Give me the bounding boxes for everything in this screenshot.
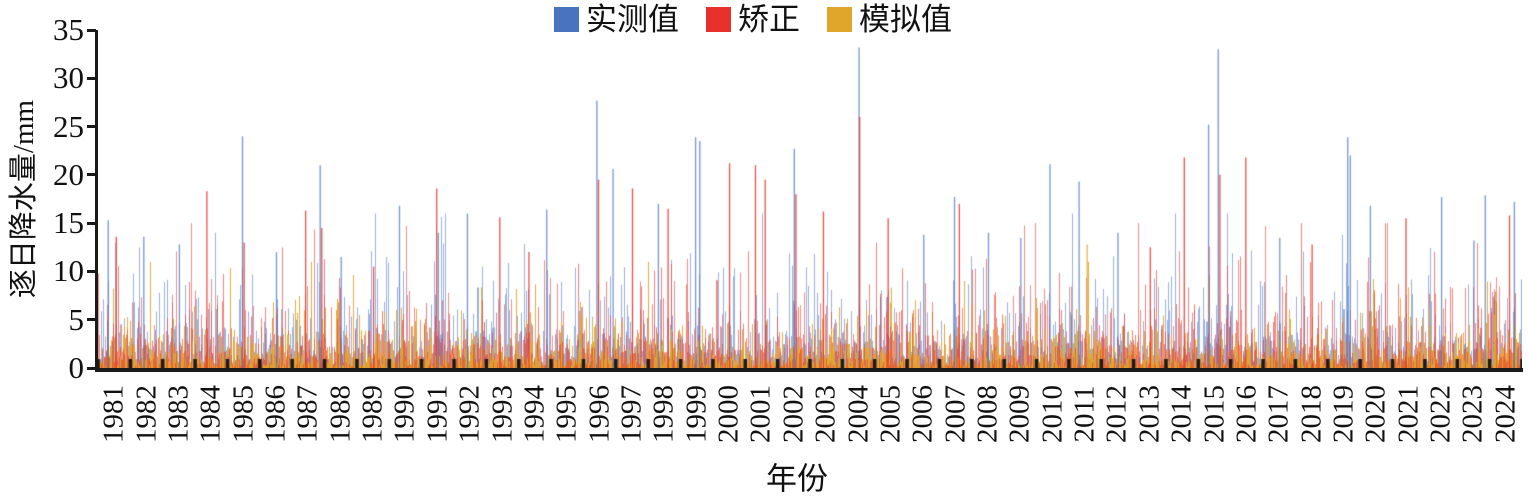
x-year-label-1983: 1983 — [162, 385, 195, 443]
y-tick-5 — [87, 318, 96, 322]
x-year-label-1985: 1985 — [227, 385, 260, 443]
y-tick-15 — [87, 221, 96, 225]
chart-legend: 实测值 矫正 模拟值 — [554, 4, 952, 35]
x-year-label-2003: 2003 — [809, 385, 842, 443]
x-year-label-1982: 1982 — [130, 385, 163, 443]
x-year-label-1995: 1995 — [550, 385, 583, 443]
y-tick-label-15: 15 — [53, 205, 84, 241]
x-year-label-1988: 1988 — [324, 385, 357, 443]
x-year-label-2022: 2022 — [1424, 385, 1457, 443]
x-year-label-1991: 1991 — [421, 385, 454, 443]
y-tick-0 — [87, 366, 96, 370]
y-axis-line — [95, 30, 98, 372]
y-tick-30 — [87, 76, 96, 80]
y-tick-25 — [87, 125, 96, 129]
x-year-label-2005: 2005 — [874, 385, 907, 443]
precipitation-spike-plot — [98, 30, 1522, 368]
x-year-label-2024: 2024 — [1489, 385, 1522, 443]
x-year-label-2010: 2010 — [1036, 385, 1069, 443]
x-year-label-2008: 2008 — [971, 385, 1004, 443]
x-year-label-1986: 1986 — [259, 385, 292, 443]
y-tick-label-0: 0 — [68, 350, 85, 385]
x-year-label-1987: 1987 — [291, 385, 324, 443]
x-year-label-1998: 1998 — [647, 385, 680, 443]
x-year-label-2015: 2015 — [1198, 385, 1231, 443]
observed-swatch-icon — [554, 7, 579, 32]
legend-label-corrected: 矫正 — [738, 2, 800, 37]
y-tick-label-25: 25 — [53, 108, 84, 144]
x-year-label-2002: 2002 — [777, 385, 810, 443]
x-year-label-2013: 2013 — [1133, 385, 1166, 443]
x-year-label-1990: 1990 — [388, 385, 421, 443]
x-axis-line — [95, 368, 1523, 372]
legend-label-observed: 实测值 — [586, 2, 679, 37]
x-year-label-2001: 2001 — [744, 385, 777, 443]
x-year-label-2004: 2004 — [842, 385, 875, 443]
x-year-label-1984: 1984 — [194, 385, 227, 443]
x-year-label-2017: 2017 — [1262, 385, 1295, 443]
y-tick-10 — [87, 269, 96, 273]
x-year-label-1997: 1997 — [615, 385, 648, 443]
x-year-label-2018: 2018 — [1295, 385, 1328, 443]
x-year-label-1981: 1981 — [97, 385, 130, 443]
y-tick-label-35: 35 — [53, 12, 84, 47]
y-tick-label-30: 30 — [53, 60, 84, 96]
x-axis-title: 年份 — [766, 461, 828, 497]
x-year-label-2012: 2012 — [1100, 385, 1133, 443]
legend-item-simulated: 模拟值 — [827, 4, 952, 35]
x-year-label-2014: 2014 — [1165, 385, 1198, 443]
x-year-label-2016: 2016 — [1230, 385, 1263, 443]
y-tick-label-20: 20 — [53, 156, 84, 192]
legend-item-corrected: 矫正 — [706, 4, 800, 35]
x-year-label-2021: 2021 — [1392, 385, 1425, 443]
x-year-label-1994: 1994 — [518, 385, 551, 443]
x-year-label-2011: 2011 — [1068, 385, 1101, 443]
simulated-swatch-icon — [827, 7, 852, 32]
y-tick-35 — [87, 28, 96, 32]
x-year-label-2006: 2006 — [906, 385, 939, 443]
legend-item-observed: 实测值 — [554, 4, 679, 35]
x-year-label-2023: 2023 — [1456, 385, 1489, 443]
corrected-swatch-icon — [706, 7, 731, 32]
x-year-label-2020: 2020 — [1359, 385, 1392, 443]
x-year-label-2019: 2019 — [1327, 385, 1360, 443]
x-year-label-1992: 1992 — [453, 385, 486, 443]
x-year-label-2000: 2000 — [712, 385, 745, 443]
legend-label-simulated: 模拟值 — [859, 2, 952, 37]
x-year-label-1996: 1996 — [583, 385, 616, 443]
y-tick-label-5: 5 — [68, 301, 85, 337]
x-year-label-2007: 2007 — [939, 385, 972, 443]
x-year-label-2009: 2009 — [1003, 385, 1036, 443]
y-tick-20 — [87, 173, 96, 177]
x-year-label-1989: 1989 — [356, 385, 389, 443]
x-year-label-1993: 1993 — [486, 385, 519, 443]
y-tick-label-10: 10 — [53, 253, 84, 289]
x-year-label-1999: 1999 — [680, 385, 713, 443]
